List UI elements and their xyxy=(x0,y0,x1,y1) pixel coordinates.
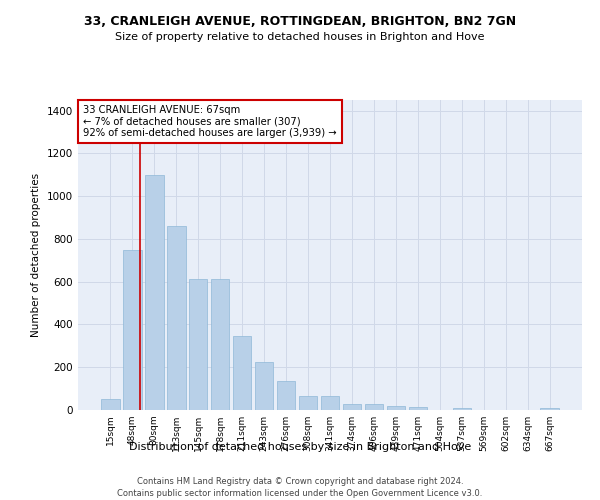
Bar xyxy=(299,396,317,410)
Bar xyxy=(365,404,383,410)
Bar xyxy=(145,175,164,410)
Bar xyxy=(386,406,405,410)
Text: Contains HM Land Registry data © Crown copyright and database right 2024.: Contains HM Land Registry data © Crown c… xyxy=(137,478,463,486)
Text: Contains public sector information licensed under the Open Government Licence v3: Contains public sector information licen… xyxy=(118,489,482,498)
Bar xyxy=(101,400,119,410)
Y-axis label: Number of detached properties: Number of detached properties xyxy=(31,173,41,337)
Bar xyxy=(233,336,251,410)
Bar xyxy=(541,408,559,410)
Bar xyxy=(189,278,208,410)
Text: Distribution of detached houses by size in Brighton and Hove: Distribution of detached houses by size … xyxy=(129,442,471,452)
Bar xyxy=(167,226,185,410)
Bar xyxy=(211,278,229,410)
Text: Size of property relative to detached houses in Brighton and Hove: Size of property relative to detached ho… xyxy=(115,32,485,42)
Text: 33 CRANLEIGH AVENUE: 67sqm
← 7% of detached houses are smaller (307)
92% of semi: 33 CRANLEIGH AVENUE: 67sqm ← 7% of detac… xyxy=(83,104,337,138)
Bar xyxy=(343,404,361,410)
Bar xyxy=(452,408,471,410)
Bar xyxy=(123,250,142,410)
Bar xyxy=(277,381,295,410)
Text: 33, CRANLEIGH AVENUE, ROTTINGDEAN, BRIGHTON, BN2 7GN: 33, CRANLEIGH AVENUE, ROTTINGDEAN, BRIGH… xyxy=(84,15,516,28)
Bar xyxy=(255,362,274,410)
Bar xyxy=(320,396,340,410)
Bar xyxy=(409,407,427,410)
